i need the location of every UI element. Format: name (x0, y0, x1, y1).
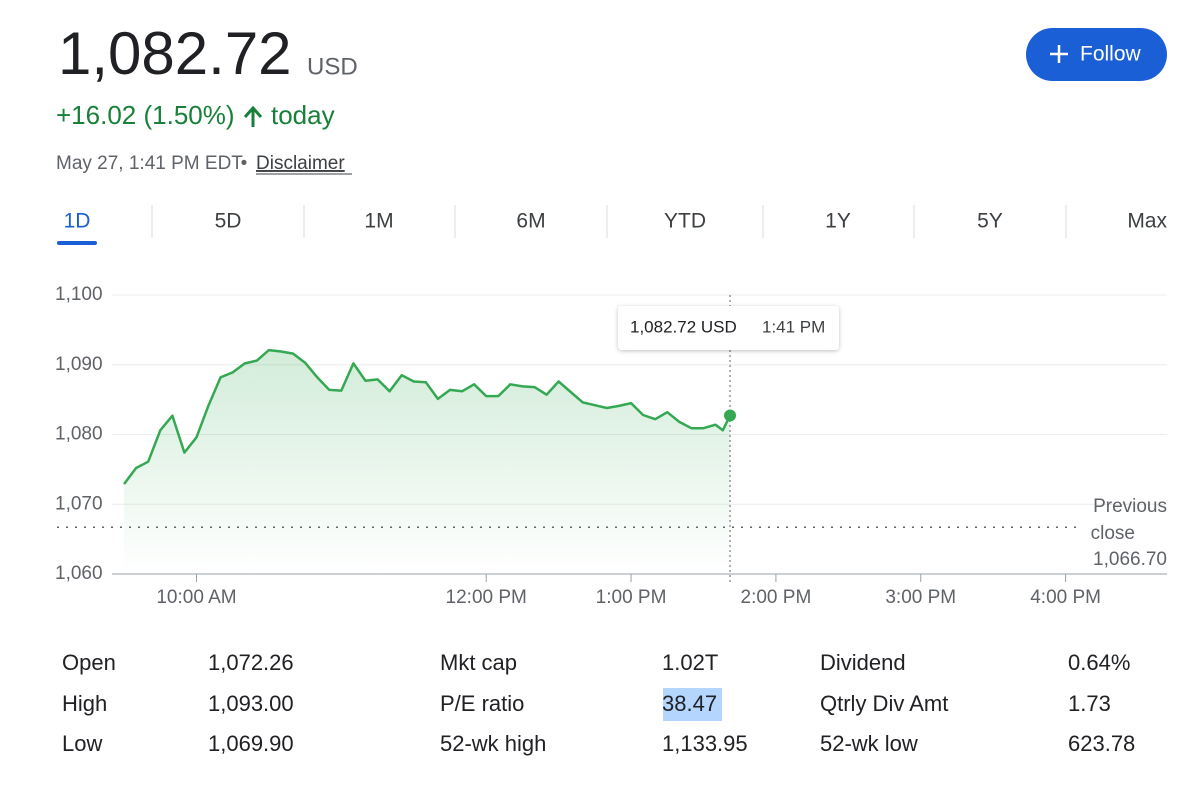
stat-label: High (62, 691, 107, 716)
stat-value: 0.64% (1068, 650, 1130, 675)
previous-close-label: close (1091, 523, 1135, 544)
stat-label: Mkt cap (440, 650, 517, 675)
button-bg (1026, 28, 1167, 81)
stat-value: 1.02T (662, 650, 718, 675)
tooltip-price: 1,082.72 USD (630, 317, 737, 336)
selection-highlight (663, 688, 722, 721)
tab[interactable]: YTD (664, 210, 706, 233)
stat-label: Dividend (820, 650, 906, 675)
button-label: Follow (1080, 43, 1142, 66)
stat-label: Low (62, 731, 102, 756)
separator: • (241, 153, 248, 174)
price-line (123, 348, 732, 485)
stat-label: Open (62, 650, 116, 675)
tab[interactable]: 1M (364, 210, 393, 233)
tab[interactable]: 5Y (977, 210, 1003, 233)
previous-close-label: Previous (1093, 496, 1167, 517)
tab[interactable]: 1D (64, 210, 91, 233)
stat-label: 52-wk low (820, 731, 918, 756)
x-tick-label: 10:00 AM (156, 587, 236, 608)
tooltip-time: 1:41 PM (762, 317, 825, 336)
x-tick-label: 2:00 PM (741, 587, 812, 608)
disclaimer-link[interactable]: Disclaimer (256, 153, 345, 174)
y-tick-label: 1,070 (55, 493, 103, 514)
y-tick-label: 1,100 (55, 284, 103, 305)
tooltip-box (618, 306, 839, 350)
x-tick-label: 12:00 PM (446, 587, 527, 608)
stat-label: Qtrly Div Amt (820, 691, 948, 716)
stat-value: 1,072.26 (208, 650, 294, 675)
x-tick-label: 4:00 PM (1030, 587, 1101, 608)
tab[interactable]: 5D (215, 210, 242, 233)
change-suffix: today (271, 100, 335, 130)
up-arrow (243, 105, 263, 127)
current-point (724, 409, 737, 422)
stats-table: Open 1,072.26 Mkt cap 1.02T Dividend 0.64% Hig… (62, 650, 1135, 756)
x-tick-label: 3:00 PM (885, 587, 956, 608)
price: 1,082.72 (58, 20, 292, 87)
stat-value: 1,093.00 (208, 691, 294, 716)
y-tick-label: 1,090 (55, 354, 103, 375)
x-tick-label: 1:00 PM (596, 587, 667, 608)
chart: 1,060 1,070 1,080 1,090 1,100 10:00 AM 12:00 P… (55, 284, 1167, 608)
stat-value: 1,069.90 (208, 731, 294, 756)
tab-underline (57, 241, 97, 245)
follow-button[interactable]: Follow (1026, 28, 1167, 81)
stat-label: P/E ratio (440, 691, 524, 716)
stat-label: 52-wk high (440, 731, 546, 756)
tab[interactable]: Max (1127, 210, 1167, 233)
change: +16.02 (1.50%) (56, 100, 235, 130)
y-tick-label: 1,080 (55, 424, 103, 445)
stat-value: 1,133.95 (662, 731, 748, 756)
tab[interactable]: 1Y (825, 210, 851, 233)
previous-close-value: 1,066.70 (1093, 549, 1167, 570)
tabs: 1D 5D 1M 6M YTD 1Y 5Y Max (57, 205, 1167, 245)
area (124, 350, 731, 574)
stat-value: 38.47 (662, 691, 717, 716)
stat-value: 1.73 (1068, 691, 1111, 716)
stat-value: 623.78 (1068, 731, 1135, 756)
plus-icon (1050, 45, 1068, 63)
y-tick-label: 1,060 (55, 563, 103, 584)
tab[interactable]: 6M (516, 210, 545, 233)
timestamp: May 27, 1:41 PM EDT (56, 153, 243, 174)
currency: USD (307, 53, 358, 80)
